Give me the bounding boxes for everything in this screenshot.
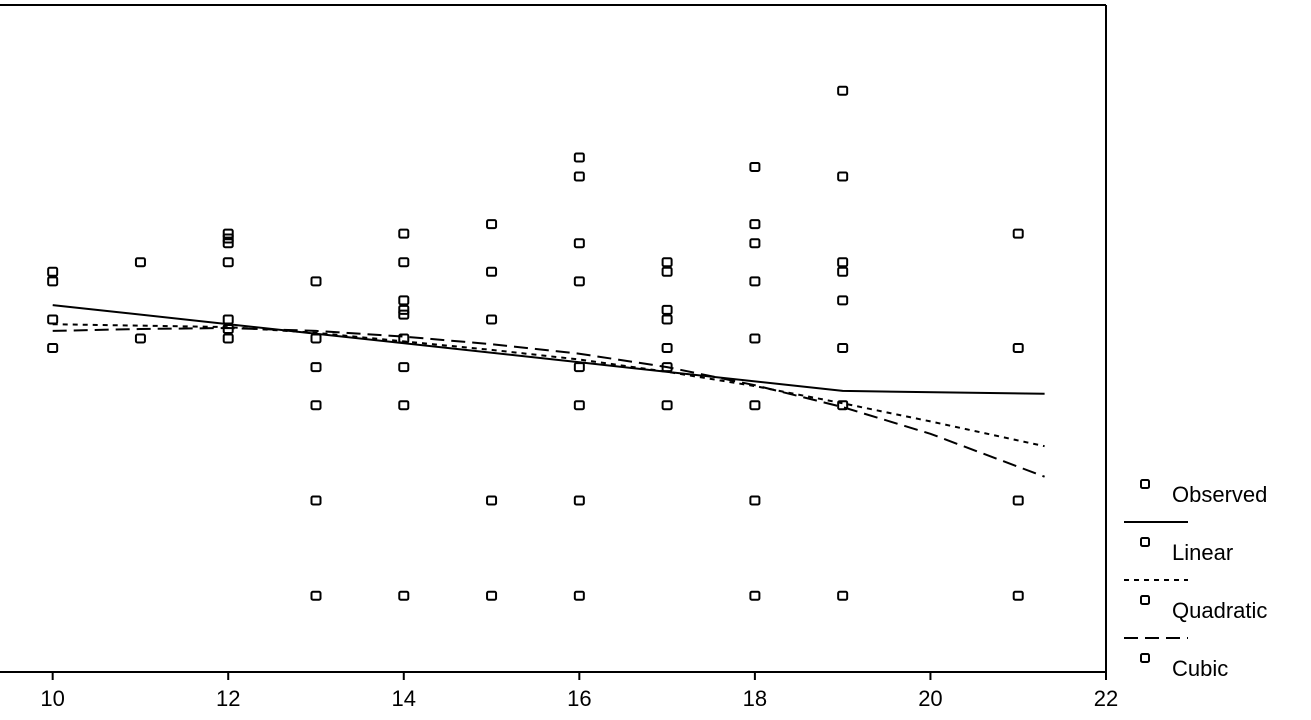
legend-label-observed: Observed (1172, 482, 1267, 507)
observed-point (837, 590, 849, 601)
legend-label-linear: Linear (1172, 540, 1233, 565)
observed-point (661, 257, 673, 268)
observed-point (573, 495, 585, 506)
observed-point (749, 590, 761, 601)
observed-point (310, 362, 322, 373)
observed-point (398, 400, 410, 411)
observed-point (837, 343, 849, 354)
axes (0, 4, 1107, 673)
legend-label-cubic: Cubic (1172, 656, 1228, 681)
observed-point (398, 590, 410, 601)
legend-marker (1140, 537, 1150, 547)
observed-point (1012, 228, 1024, 239)
x-tick-label: 14 (392, 686, 416, 711)
observed-point (398, 228, 410, 239)
legend: Observed Linear Quadratic Cubic (1124, 479, 1267, 681)
x-tick-label: 16 (567, 686, 591, 711)
observed-point (398, 362, 410, 373)
x-tick-label: 22 (1094, 686, 1118, 711)
observed-point (749, 276, 761, 287)
observed-point (398, 309, 410, 320)
observed-point (1012, 495, 1024, 506)
observed-point (837, 257, 849, 268)
observed-point (661, 343, 673, 354)
observed-point (486, 219, 498, 230)
observed-point (1012, 343, 1024, 354)
x-axis-ticks: 10 12 14 16 18 20 22 (40, 672, 1118, 711)
observed-point (398, 295, 410, 306)
observed-point (661, 266, 673, 277)
observed-point (837, 85, 849, 96)
cubic-fit-line (52, 326, 1045, 478)
observed-point (47, 314, 59, 325)
observed-point (749, 333, 761, 344)
observed-point (749, 495, 761, 506)
observed-point (1012, 590, 1024, 601)
observed-point (749, 400, 761, 411)
plot-series (47, 85, 1045, 601)
observed-point (222, 314, 234, 325)
observed-point (573, 171, 585, 182)
observed-point (310, 276, 322, 287)
observed-point (134, 333, 146, 344)
observed-point (486, 495, 498, 506)
observed-point (486, 266, 498, 277)
legend-label-quadratic: Quadratic (1172, 598, 1267, 623)
observed-point (47, 276, 59, 287)
observed-point (134, 257, 146, 268)
observed-point (398, 257, 410, 268)
linear-fit-line (52, 304, 1045, 395)
observed-point (486, 314, 498, 325)
observed-point (310, 590, 322, 601)
legend-marker (1140, 479, 1150, 489)
observed-point (222, 228, 234, 239)
observed-point (222, 333, 234, 344)
observed-point (310, 495, 322, 506)
x-tick-label: 20 (918, 686, 942, 711)
observed-point (661, 304, 673, 315)
quadratic-fit-line (52, 323, 1045, 448)
x-tick-label: 10 (40, 686, 64, 711)
observed-point (222, 257, 234, 268)
observed-point (573, 276, 585, 287)
observed-point (486, 590, 498, 601)
observed-point (222, 233, 234, 244)
legend-marker (1140, 595, 1150, 605)
observed-point (661, 314, 673, 325)
observed-point (837, 295, 849, 306)
observed-point (661, 400, 673, 411)
observed-point (837, 171, 849, 182)
observed-point (310, 400, 322, 411)
observed-point (749, 219, 761, 230)
observed-point (398, 304, 410, 315)
observed-point (573, 238, 585, 249)
observed-point (837, 266, 849, 277)
observed-point (47, 343, 59, 354)
observed-point (310, 333, 322, 344)
legend-marker (1140, 653, 1150, 663)
observed-point (573, 362, 585, 373)
observed-point (573, 152, 585, 163)
x-tick-label: 12 (216, 686, 240, 711)
observed-point (749, 238, 761, 249)
observed-point (573, 590, 585, 601)
observed-point (222, 238, 234, 249)
observed-point (47, 266, 59, 277)
observed-point (573, 400, 585, 411)
x-tick-label: 18 (743, 686, 767, 711)
observed-point (749, 161, 761, 172)
